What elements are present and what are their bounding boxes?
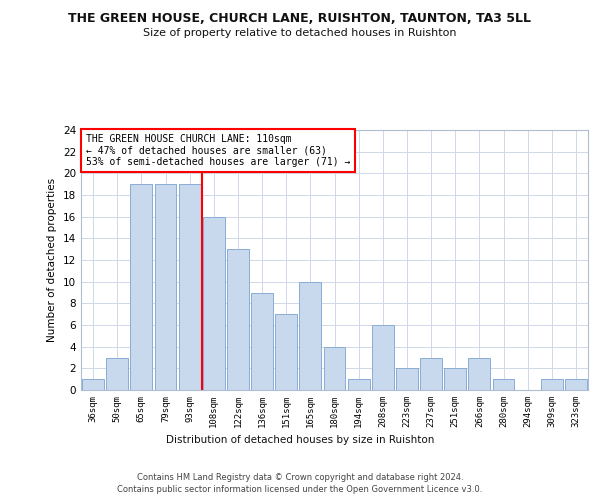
Bar <box>348 379 370 390</box>
Text: THE GREEN HOUSE CHURCH LANE: 110sqm
← 47% of detached houses are smaller (63)
53: THE GREEN HOUSE CHURCH LANE: 110sqm ← 47… <box>86 134 350 167</box>
Bar <box>493 379 514 390</box>
Bar <box>179 184 200 390</box>
Bar <box>469 358 490 390</box>
Text: Contains HM Land Registry data © Crown copyright and database right 2024.
Contai: Contains HM Land Registry data © Crown c… <box>118 472 482 494</box>
Bar <box>82 379 104 390</box>
Text: Distribution of detached houses by size in Ruishton: Distribution of detached houses by size … <box>166 435 434 445</box>
Bar <box>251 292 273 390</box>
Bar <box>396 368 418 390</box>
Bar <box>299 282 321 390</box>
Bar <box>445 368 466 390</box>
Y-axis label: Number of detached properties: Number of detached properties <box>47 178 58 342</box>
Bar <box>106 358 128 390</box>
Bar <box>420 358 442 390</box>
Bar <box>130 184 152 390</box>
Text: THE GREEN HOUSE, CHURCH LANE, RUISHTON, TAUNTON, TA3 5LL: THE GREEN HOUSE, CHURCH LANE, RUISHTON, … <box>68 12 532 26</box>
Bar <box>227 249 249 390</box>
Bar <box>275 314 297 390</box>
Bar <box>541 379 563 390</box>
Bar <box>565 379 587 390</box>
Bar <box>372 325 394 390</box>
Bar <box>155 184 176 390</box>
Text: Size of property relative to detached houses in Ruishton: Size of property relative to detached ho… <box>143 28 457 38</box>
Bar <box>323 346 346 390</box>
Bar <box>203 216 224 390</box>
